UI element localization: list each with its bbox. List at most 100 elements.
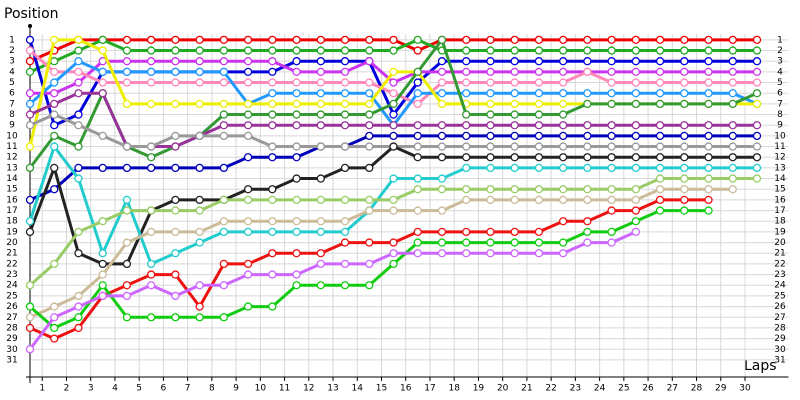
y-axis-label: Position (4, 6, 59, 22)
lap-marker (268, 185, 277, 194)
lap-marker (655, 78, 665, 87)
lap-marker (389, 35, 398, 45)
lap-marker (147, 153, 156, 162)
lap-marker (243, 57, 253, 66)
lap-marker (462, 131, 471, 141)
lap-marker (316, 121, 325, 130)
lap-marker (171, 227, 180, 237)
lap-marker (704, 206, 713, 215)
lap-marker (195, 227, 204, 237)
lap-marker (752, 142, 762, 151)
lap-marker (680, 57, 689, 66)
y-tick-label-right: 11 (774, 142, 785, 152)
lap-marker (147, 67, 156, 77)
lap-marker (219, 131, 229, 141)
lap-marker (583, 89, 592, 98)
lap-marker (268, 302, 277, 311)
lap-marker (583, 131, 592, 141)
y-tick-label: 8 (9, 110, 15, 120)
lap-marker (98, 281, 107, 290)
lap-marker (389, 174, 398, 183)
x-tick-label: 6 (161, 384, 167, 394)
lap-marker (631, 153, 640, 162)
lap-marker (389, 131, 398, 141)
lap-marker (316, 35, 325, 45)
lap-marker (316, 67, 325, 77)
lap-marker (510, 153, 519, 162)
lap-marker (340, 238, 350, 247)
lap-marker (268, 89, 277, 98)
lap-marker (98, 89, 107, 98)
y-tick-label-right: 16 (774, 195, 786, 205)
lap-marker (704, 142, 713, 151)
lap-marker (631, 142, 640, 151)
lap-marker (195, 281, 204, 290)
lap-marker (680, 46, 689, 55)
lap-marker (510, 163, 519, 173)
lap-marker (268, 110, 277, 119)
lap-marker (680, 153, 689, 162)
lap-marker (486, 67, 495, 77)
lap-marker (462, 195, 471, 205)
lap-marker (510, 89, 519, 98)
x-tick-label: 23 (570, 384, 581, 394)
lap-marker (486, 131, 495, 141)
lap-marker (122, 313, 132, 322)
x-tick-label: 18 (448, 384, 460, 394)
lap-marker (389, 67, 398, 77)
lap-marker (340, 67, 350, 77)
lap-marker (462, 67, 471, 77)
lap-marker (147, 142, 156, 151)
lap-marker (268, 46, 277, 55)
lap-marker (25, 121, 35, 130)
lap-marker (413, 35, 422, 45)
y-tick-label-right: 8 (777, 110, 783, 120)
lap-marker (631, 46, 640, 55)
y-tick-label-right: 19 (774, 227, 786, 237)
lap-marker (292, 57, 301, 66)
lap-marker (98, 78, 107, 87)
lap-marker (195, 67, 204, 77)
lap-marker (607, 238, 616, 247)
lap-marker (98, 163, 107, 173)
lap-marker (728, 153, 737, 162)
lap-marker (243, 99, 253, 109)
y-tick-label-right: 1 (777, 35, 783, 45)
lap-marker (171, 163, 180, 173)
lap-marker (486, 78, 495, 87)
lap-marker (437, 99, 447, 109)
y-tick-label: 17 (6, 206, 17, 216)
y-tick-label: 9 (9, 121, 15, 131)
lap-marker (74, 174, 83, 183)
lap-marker (631, 99, 640, 109)
x-tick-label: 27 (667, 384, 678, 394)
lap-marker (583, 99, 592, 109)
lap-marker (195, 99, 204, 109)
lap-marker (534, 46, 544, 55)
lap-marker (655, 174, 665, 183)
lap-marker (631, 227, 640, 237)
lap-marker (704, 131, 713, 141)
lap-marker (171, 131, 180, 141)
lap-marker (98, 35, 107, 45)
lap-marker (219, 78, 229, 87)
lap-marker (243, 78, 253, 87)
y-tick-label-right: 12 (774, 153, 785, 163)
lap-marker (292, 35, 301, 45)
y-tick-label-right: 28 (774, 323, 786, 333)
lap-marker (268, 78, 277, 87)
lap-marker (655, 99, 665, 109)
y-tick-label: 16 (6, 195, 18, 205)
y-tick-label: 25 (6, 291, 17, 301)
lap-marker (147, 57, 156, 66)
x-tick-label: 8 (209, 384, 215, 394)
lap-marker (680, 67, 689, 77)
lap-marker (680, 89, 689, 98)
lap-marker (243, 131, 253, 141)
lap-marker (389, 259, 398, 269)
lap-marker (655, 153, 665, 162)
lap-marker (365, 78, 374, 87)
x-tick-label: 29 (715, 384, 727, 394)
lap-marker (510, 121, 519, 130)
